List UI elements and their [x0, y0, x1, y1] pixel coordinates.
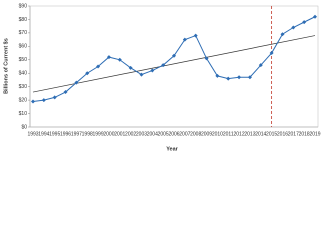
x-tick-label: 2000: [103, 131, 114, 137]
x-tick-label: 2019: [309, 131, 320, 137]
plot-frame: [29, 5, 319, 128]
y-axis-title: Billions of Current $s: [3, 38, 9, 94]
x-tick-label: 2012: [234, 131, 245, 137]
data-point: [41, 98, 46, 103]
x-tick-label: 1996: [60, 131, 71, 137]
data-point: [237, 75, 242, 80]
data-point: [172, 53, 176, 58]
x-tick-label: 2017: [288, 131, 299, 137]
y-tick-label: $30: [19, 84, 28, 90]
data-point: [117, 57, 122, 62]
trend-line: [32, 35, 316, 93]
y-tick-label: $20: [19, 97, 28, 103]
data-point: [204, 56, 209, 61]
x-tick-label: 2007: [179, 131, 190, 137]
data-point: [161, 63, 166, 68]
y-tick-label: $10: [19, 111, 28, 117]
x-tick-label: 2014: [255, 131, 266, 137]
data-point: [74, 80, 79, 85]
y-tick-label: $70: [19, 30, 28, 36]
x-tick-label: 2002: [125, 131, 136, 137]
x-tick-label: 1993: [27, 131, 38, 137]
data-point: [247, 75, 252, 80]
x-tick-label: 2009: [201, 131, 212, 137]
x-tick-label: 1994: [38, 131, 49, 137]
data-point: [226, 76, 231, 81]
y-tick-label: $60: [19, 44, 28, 50]
x-tick-label: 2003: [136, 131, 147, 137]
x-tick-label: 2001: [114, 131, 125, 137]
x-tick-label: 2006: [168, 131, 179, 137]
y-tick-label: $50: [19, 57, 28, 63]
x-tick-label: 2013: [244, 131, 255, 137]
x-tick-label: 2010: [212, 131, 223, 137]
data-point: [302, 20, 307, 25]
x-tick-label: 2016: [277, 131, 288, 137]
x-tick-label: 2004: [147, 131, 158, 137]
x-tick-label: 2011: [223, 131, 234, 137]
y-tick-label: $0: [21, 124, 27, 130]
data-point: [150, 68, 155, 73]
data-point: [139, 72, 144, 77]
x-tick-label: 1998: [82, 131, 93, 137]
data-point: [269, 51, 274, 56]
y-tick-label: $40: [19, 71, 28, 77]
data-point: [182, 37, 187, 42]
x-tick-label: 1997: [71, 131, 82, 137]
data-point: [63, 90, 68, 95]
page: {"chart_data": { "type": "line", "x_labe…: [3, 3, 321, 153]
data-point: [52, 95, 57, 100]
data-point: [31, 99, 35, 104]
x-tick-label: 1999: [93, 131, 104, 137]
x-tick-label: 2015: [266, 131, 277, 137]
data-point: [291, 25, 296, 30]
x-tick-label: 2005: [158, 131, 169, 137]
data-line: [32, 16, 316, 102]
data-point: [313, 14, 317, 19]
x-tick-label: 2018: [299, 131, 310, 137]
x-axis-title: Year: [166, 146, 178, 152]
data-point: [85, 71, 90, 76]
data-point: [96, 64, 101, 69]
x-tick-label: 1995: [49, 131, 60, 137]
data-point: [106, 55, 111, 60]
data-point: [215, 73, 220, 78]
data-point: [280, 32, 285, 37]
y-tick-label: $90: [19, 3, 28, 9]
chart: Year Billions of Current $s $0 $10 $20 $30 $…: [3, 3, 320, 152]
x-tick-label: 2008: [190, 131, 201, 137]
data-point: [128, 65, 133, 70]
data-point: [193, 33, 198, 38]
data-point: [258, 63, 263, 68]
y-tick-label: $80: [19, 17, 28, 23]
